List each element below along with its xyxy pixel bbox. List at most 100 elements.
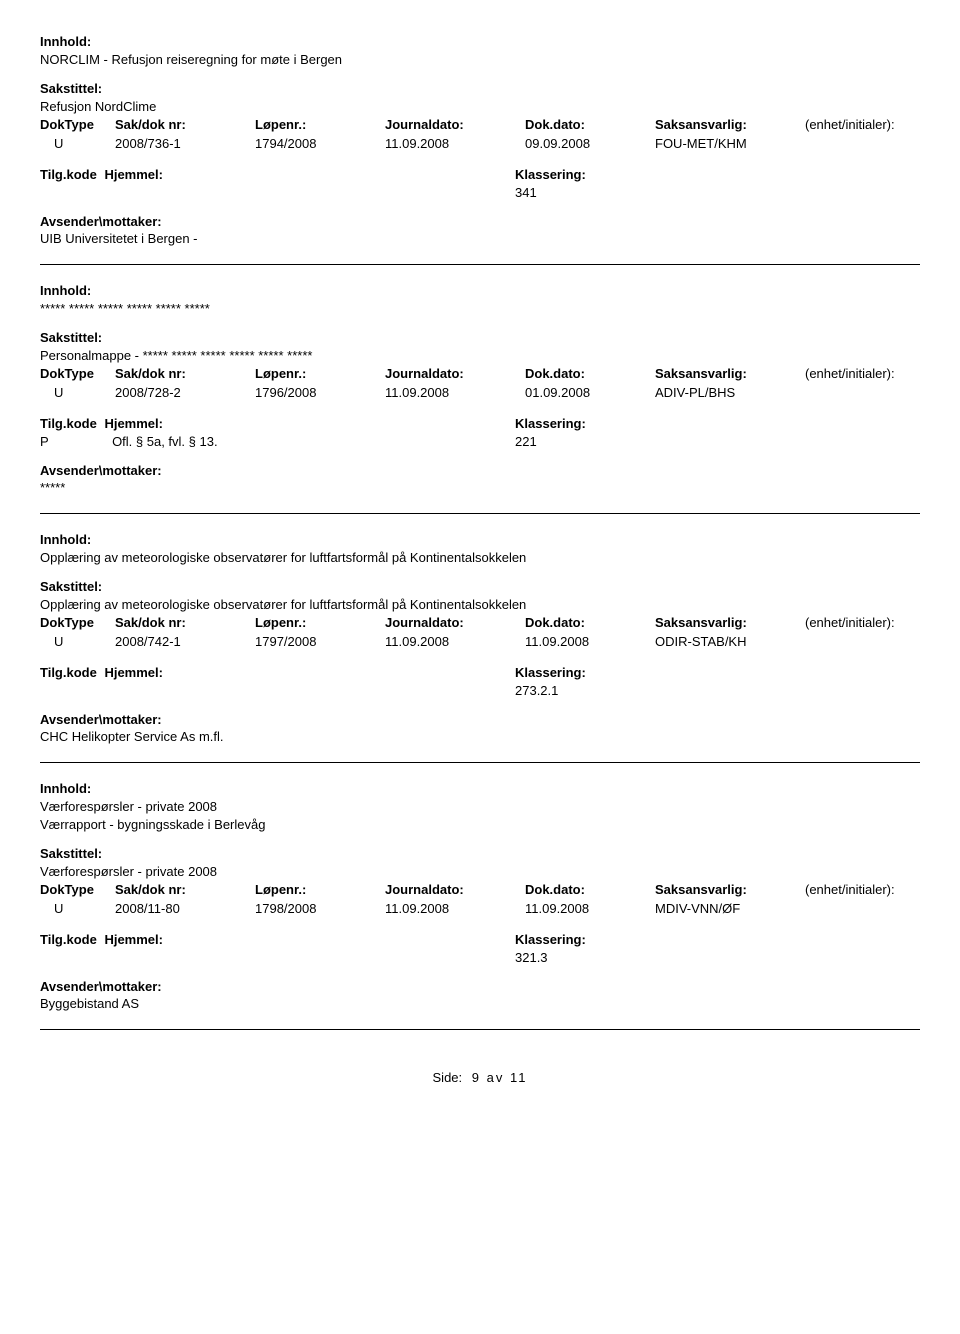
klassering-value: 273.2.1 <box>515 683 920 698</box>
doktype-value: U <box>40 901 115 916</box>
doktype-value: U <box>40 385 115 400</box>
dokdato-label: Dok.dato: <box>525 366 655 381</box>
journaldato-value: 11.09.2008 <box>385 634 525 649</box>
avsender-label: Avsender\mottaker: <box>40 214 920 229</box>
avsender-label: Avsender\mottaker: <box>40 712 920 727</box>
sakstittel-label: Sakstittel: <box>40 330 920 345</box>
enhet-label: (enhet/initialer): <box>805 117 920 132</box>
avsender-value: Byggebistand AS <box>40 996 920 1011</box>
innhold-text-line2: Værrapport - bygningsskade i Berlevåg <box>40 817 920 832</box>
sakdok-value: 2008/742-1 <box>115 634 255 649</box>
tilgkode-value: P <box>40 434 48 449</box>
lopenr-value: 1796/2008 <box>255 385 385 400</box>
journal-record: Innhold: ***** ***** ***** ***** ***** *… <box>40 283 920 495</box>
saksansvarlig-label: Saksansvarlig: <box>655 366 805 381</box>
sakstittel-label: Sakstittel: <box>40 579 920 594</box>
lopenr-label: Løpenr.: <box>255 117 385 132</box>
hjemmel-label: Hjemmel: <box>104 416 163 431</box>
tilgkode-label: Tilg.kode <box>40 665 97 680</box>
klassering-block: Klassering: 221 <box>515 416 920 449</box>
journal-record: Innhold: NORCLIM - Refusjon reiseregning… <box>40 34 920 246</box>
dokdato-value: 11.09.2008 <box>525 634 655 649</box>
journaldato-value: 11.09.2008 <box>385 901 525 916</box>
enhet-value <box>805 901 920 916</box>
doktype-value: U <box>40 136 115 151</box>
avsender-label: Avsender\mottaker: <box>40 979 920 994</box>
bottom-row: Tilg.kode Hjemmel: Klassering: 273.2.1 <box>40 665 920 698</box>
saksansvarlig-value: MDIV-VNN/ØF <box>655 901 805 916</box>
doktype-label: DokType <box>40 615 115 630</box>
hjemmel-label: Hjemmel: <box>104 167 163 182</box>
doktype-label: DokType <box>40 117 115 132</box>
dokdato-value: 01.09.2008 <box>525 385 655 400</box>
lopenr-value: 1794/2008 <box>255 136 385 151</box>
innhold-text: Opplæring av meteorologiske observatører… <box>40 550 920 565</box>
klassering-label: Klassering: <box>515 416 920 431</box>
lopenr-label: Løpenr.: <box>255 882 385 897</box>
doktype-label: DokType <box>40 366 115 381</box>
saksansvarlig-label: Saksansvarlig: <box>655 117 805 132</box>
innhold-label: Innhold: <box>40 781 920 796</box>
klassering-value: 321.3 <box>515 950 920 965</box>
journaldato-label: Journaldato: <box>385 882 525 897</box>
avsender-label: Avsender\mottaker: <box>40 463 920 478</box>
columns-values: U 2008/736-1 1794/2008 11.09.2008 09.09.… <box>40 136 920 151</box>
dokdato-label: Dok.dato: <box>525 615 655 630</box>
footer-page: 9 av 11 <box>472 1070 528 1085</box>
klassering-label: Klassering: <box>515 167 920 182</box>
journaldato-value: 11.09.2008 <box>385 136 525 151</box>
tilg-hjemmel: Tilg.kode Hjemmel: <box>40 665 515 698</box>
dokdato-value: 11.09.2008 <box>525 901 655 916</box>
sakstittel-label: Sakstittel: <box>40 81 920 96</box>
columns-header: DokType Sak/dok nr: Løpenr.: Journaldato… <box>40 882 920 897</box>
columns-header: DokType Sak/dok nr: Løpenr.: Journaldato… <box>40 117 920 132</box>
tilgkode-label: Tilg.kode <box>40 416 97 431</box>
lopenr-label: Løpenr.: <box>255 366 385 381</box>
sakstittel-text: Personalmappe - ***** ***** ***** ***** … <box>40 348 920 363</box>
sakstittel-text: Værforespørsler - private 2008 <box>40 864 920 879</box>
klassering-block: Klassering: 273.2.1 <box>515 665 920 698</box>
hjemmel-label: Hjemmel: <box>104 665 163 680</box>
sakdok-label: Sak/dok nr: <box>115 117 255 132</box>
klassering-block: Klassering: 341 <box>515 167 920 200</box>
lopenr-value: 1798/2008 <box>255 901 385 916</box>
klassering-value: 341 <box>515 185 920 200</box>
columns-header: DokType Sak/dok nr: Løpenr.: Journaldato… <box>40 615 920 630</box>
innhold-label: Innhold: <box>40 34 920 49</box>
avsender-value: UIB Universitetet i Bergen - <box>40 231 920 246</box>
saksansvarlig-value: ODIR-STAB/KH <box>655 634 805 649</box>
innhold-text: ***** ***** ***** ***** ***** ***** <box>40 301 920 316</box>
klassering-block: Klassering: 321.3 <box>515 932 920 965</box>
sakdok-value: 2008/11-80 <box>115 901 255 916</box>
journaldato-label: Journaldato: <box>385 117 525 132</box>
doktype-label: DokType <box>40 882 115 897</box>
innhold-label: Innhold: <box>40 283 920 298</box>
doktype-value: U <box>40 634 115 649</box>
columns-values: U 2008/728-2 1796/2008 11.09.2008 01.09.… <box>40 385 920 400</box>
innhold-text-line1: Værforespørsler - private 2008 <box>40 799 920 814</box>
innhold-label: Innhold: <box>40 532 920 547</box>
sakdok-label: Sak/dok nr: <box>115 882 255 897</box>
columns-values: U 2008/11-80 1798/2008 11.09.2008 11.09.… <box>40 901 920 916</box>
hjemmel-value: Ofl. § 5a, fvl. § 13. <box>112 434 218 449</box>
sakstittel-text: Refusjon NordClime <box>40 99 920 114</box>
record-divider <box>40 1029 920 1030</box>
sakdok-label: Sak/dok nr: <box>115 615 255 630</box>
klassering-value: 221 <box>515 434 920 449</box>
page-footer: Side: 9 av 11 <box>40 1070 920 1085</box>
record-divider <box>40 264 920 265</box>
enhet-value <box>805 136 920 151</box>
dokdato-value: 09.09.2008 <box>525 136 655 151</box>
klassering-label: Klassering: <box>515 665 920 680</box>
columns-header: DokType Sak/dok nr: Løpenr.: Journaldato… <box>40 366 920 381</box>
saksansvarlig-label: Saksansvarlig: <box>655 882 805 897</box>
bottom-row: Tilg.kode Hjemmel: Klassering: 321.3 <box>40 932 920 965</box>
sakdok-value: 2008/728-2 <box>115 385 255 400</box>
avsender-value: ***** <box>40 480 920 495</box>
record-divider <box>40 513 920 514</box>
saksansvarlig-value: FOU-MET/KHM <box>655 136 805 151</box>
enhet-label: (enhet/initialer): <box>805 882 920 897</box>
sakdok-value: 2008/736-1 <box>115 136 255 151</box>
tilgkode-label: Tilg.kode <box>40 167 97 182</box>
tilg-hjemmel: Tilg.kode Hjemmel: <box>40 167 515 200</box>
